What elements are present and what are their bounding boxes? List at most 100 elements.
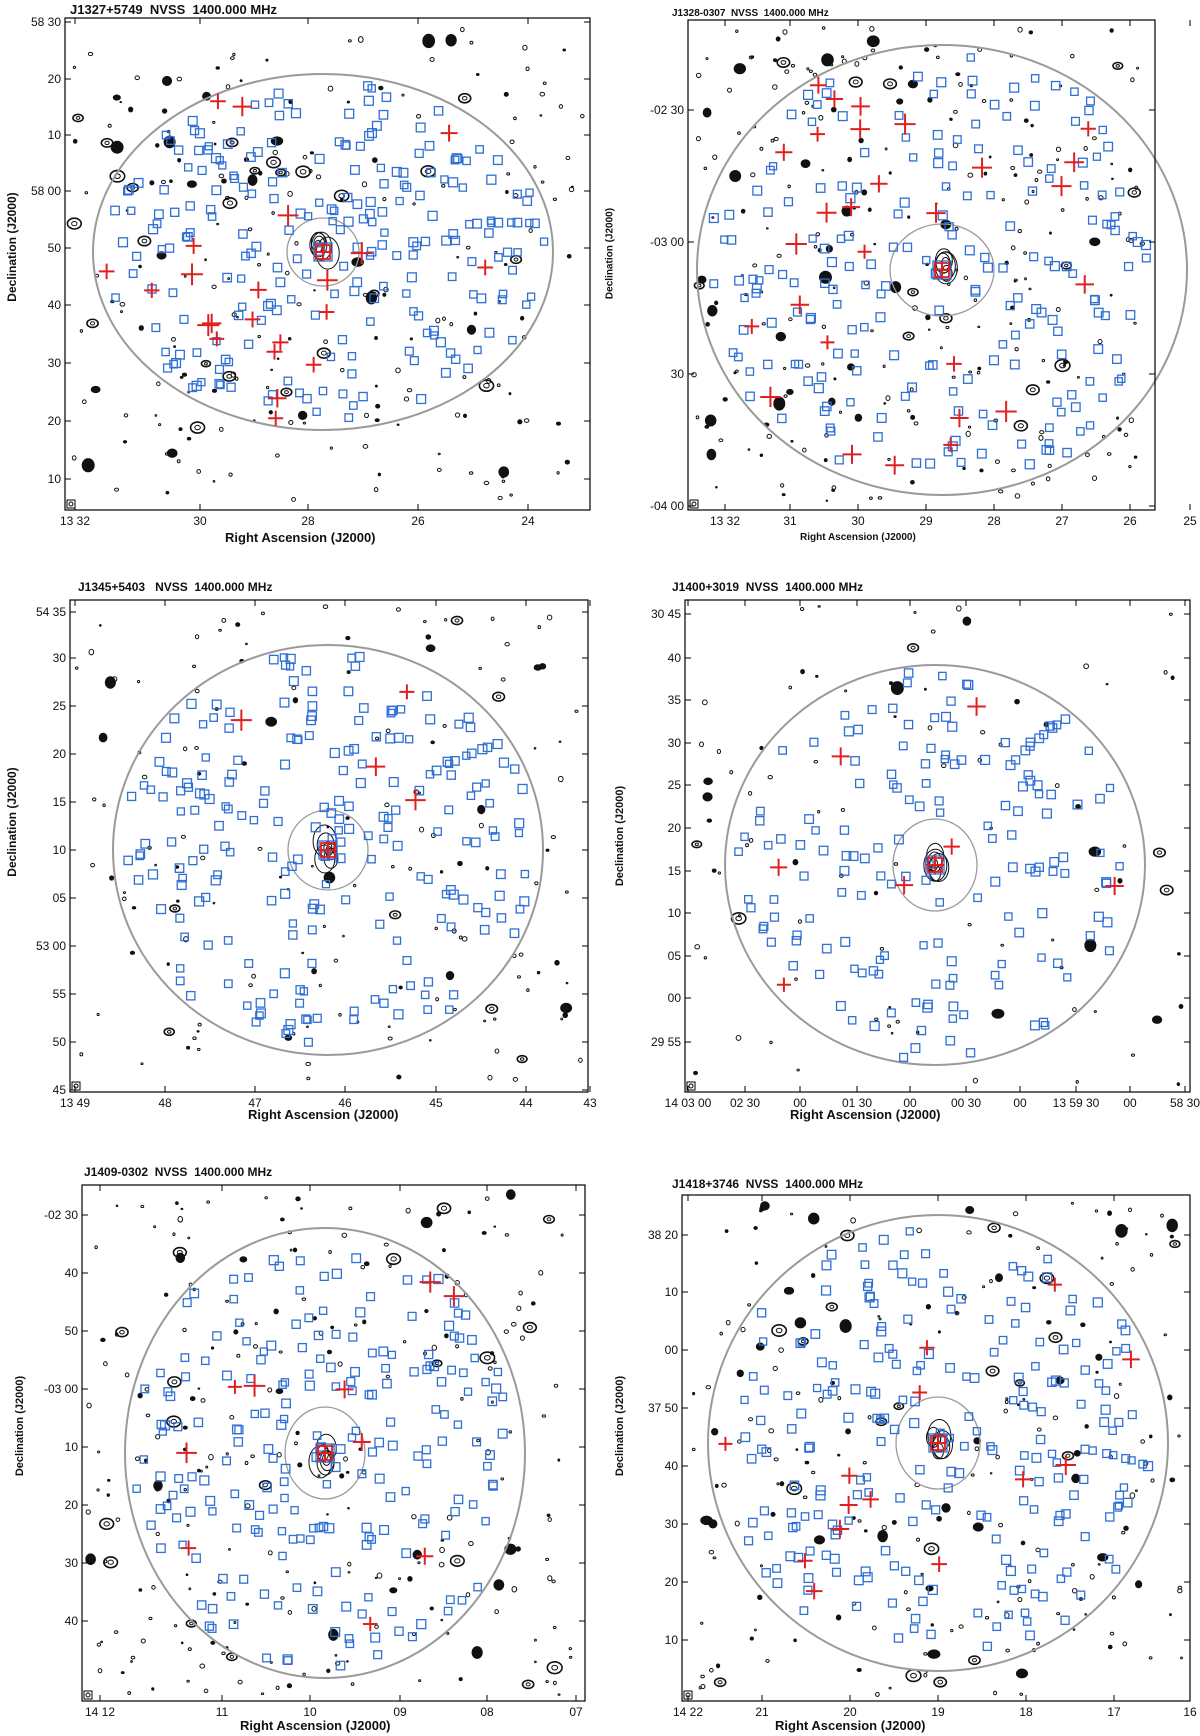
catalog-square bbox=[1020, 1302, 1031, 1313]
catalog-square bbox=[285, 653, 296, 665]
radio-contour bbox=[1013, 419, 1029, 432]
y-tick-label: 25 bbox=[53, 699, 67, 713]
radio-contour bbox=[417, 1561, 421, 1565]
radio-contour bbox=[475, 73, 480, 77]
catalog-square bbox=[374, 1473, 385, 1484]
beam-marker bbox=[68, 501, 74, 507]
catalog-square bbox=[848, 851, 859, 862]
catalog-square bbox=[244, 1273, 253, 1282]
catalog-square bbox=[914, 1575, 924, 1586]
catalog-square bbox=[935, 898, 945, 907]
radio-contour bbox=[877, 496, 883, 500]
catalog-square bbox=[1085, 421, 1095, 430]
radio-contour bbox=[74, 666, 79, 670]
center-square bbox=[315, 244, 331, 260]
catalog-square bbox=[1023, 1271, 1034, 1282]
catalog-square bbox=[1009, 1585, 1019, 1595]
cluster-cross bbox=[919, 1340, 935, 1356]
catalog-square bbox=[235, 1318, 244, 1327]
radio-contour bbox=[562, 48, 567, 52]
catalog-square bbox=[905, 1227, 914, 1236]
radio-contour bbox=[200, 359, 212, 368]
catalog-square bbox=[350, 1366, 360, 1377]
radio-contour bbox=[431, 1344, 438, 1351]
radio-contour bbox=[346, 1660, 349, 1663]
catalog-square bbox=[267, 177, 278, 187]
radio-contour bbox=[1095, 1370, 1099, 1374]
panel-title: J1409-0302 NVSS 1400.000 MHz bbox=[84, 1165, 273, 1179]
catalog-square bbox=[813, 382, 824, 394]
catalog-square bbox=[458, 183, 468, 192]
catalog-square bbox=[1037, 908, 1048, 919]
catalog-square bbox=[169, 359, 178, 369]
x-tick-label: 26 bbox=[1123, 514, 1137, 528]
radio-contour bbox=[176, 899, 180, 903]
catalog-square bbox=[462, 837, 471, 846]
radio-contour bbox=[107, 123, 112, 128]
cluster-cross bbox=[305, 356, 322, 373]
catalog-square bbox=[1052, 720, 1062, 730]
radio-contour bbox=[1163, 887, 1170, 893]
cluster-cross bbox=[249, 281, 267, 299]
radio-contour bbox=[313, 1581, 317, 1585]
catalog-square bbox=[279, 653, 289, 662]
radio-contour bbox=[552, 197, 558, 201]
catalog-square bbox=[1116, 374, 1126, 384]
radio-contour bbox=[823, 458, 828, 463]
radio-contour bbox=[287, 1610, 293, 1615]
radio-contour bbox=[1080, 1322, 1086, 1328]
radio-contour bbox=[1024, 277, 1027, 281]
radio-contour bbox=[1121, 1530, 1126, 1535]
radio-contour bbox=[113, 1630, 119, 1635]
radio-contour bbox=[357, 36, 364, 43]
radio-contour bbox=[493, 1017, 497, 1021]
radio-contour bbox=[1036, 1641, 1041, 1646]
catalog-square bbox=[839, 825, 850, 835]
x-axis-label: Right Ascension (J2000) bbox=[225, 530, 376, 545]
radio-contour bbox=[211, 284, 217, 290]
radio-contour bbox=[501, 479, 506, 483]
radio-contour bbox=[337, 1361, 343, 1367]
outer-circle bbox=[696, 44, 1188, 496]
radio-contour bbox=[395, 607, 401, 612]
radio-contour bbox=[192, 664, 197, 669]
catalog-square bbox=[189, 125, 200, 136]
radio-contour bbox=[695, 136, 701, 142]
catalog-square bbox=[763, 207, 773, 217]
catalog-square bbox=[370, 995, 380, 1004]
radio-contour bbox=[1075, 1080, 1079, 1084]
catalog-square bbox=[898, 741, 908, 751]
catalog-square bbox=[380, 228, 389, 237]
catalog-square bbox=[1122, 1497, 1133, 1508]
catalog-square bbox=[948, 1001, 959, 1012]
radio-contour bbox=[760, 1564, 763, 1568]
radio-contour bbox=[706, 818, 713, 823]
catalog-square bbox=[259, 1589, 270, 1599]
radio-contour bbox=[140, 1062, 144, 1066]
catalog-square bbox=[939, 1268, 949, 1278]
catalog-square bbox=[484, 327, 495, 338]
catalog-square bbox=[174, 1474, 184, 1483]
catalog-square bbox=[280, 888, 291, 899]
catalog-square bbox=[201, 753, 210, 762]
y-tick-label: 10 bbox=[48, 128, 62, 142]
radio-contour bbox=[705, 1385, 712, 1390]
catalog-square bbox=[338, 389, 348, 399]
radio-contour bbox=[787, 184, 791, 189]
catalog-square bbox=[387, 1440, 398, 1451]
catalog-square bbox=[512, 217, 523, 228]
catalog-square bbox=[473, 902, 483, 913]
x-tick-label: 45 bbox=[429, 1096, 443, 1110]
catalog-square bbox=[1029, 1505, 1039, 1514]
radio-contour bbox=[123, 413, 129, 418]
radio-contour bbox=[888, 1006, 892, 1009]
panel-j1328: J1328-0307 NVSS 1400.000 MHz Declination… bbox=[600, 0, 1200, 560]
catalog-square bbox=[1070, 116, 1081, 126]
catalog-square bbox=[490, 832, 500, 842]
catalog-square bbox=[326, 808, 337, 818]
catalog-square bbox=[358, 214, 369, 224]
catalog-square bbox=[1142, 1461, 1154, 1472]
catalog-square bbox=[444, 805, 454, 815]
catalog-square bbox=[1031, 1361, 1040, 1371]
radio-contour bbox=[84, 191, 89, 195]
